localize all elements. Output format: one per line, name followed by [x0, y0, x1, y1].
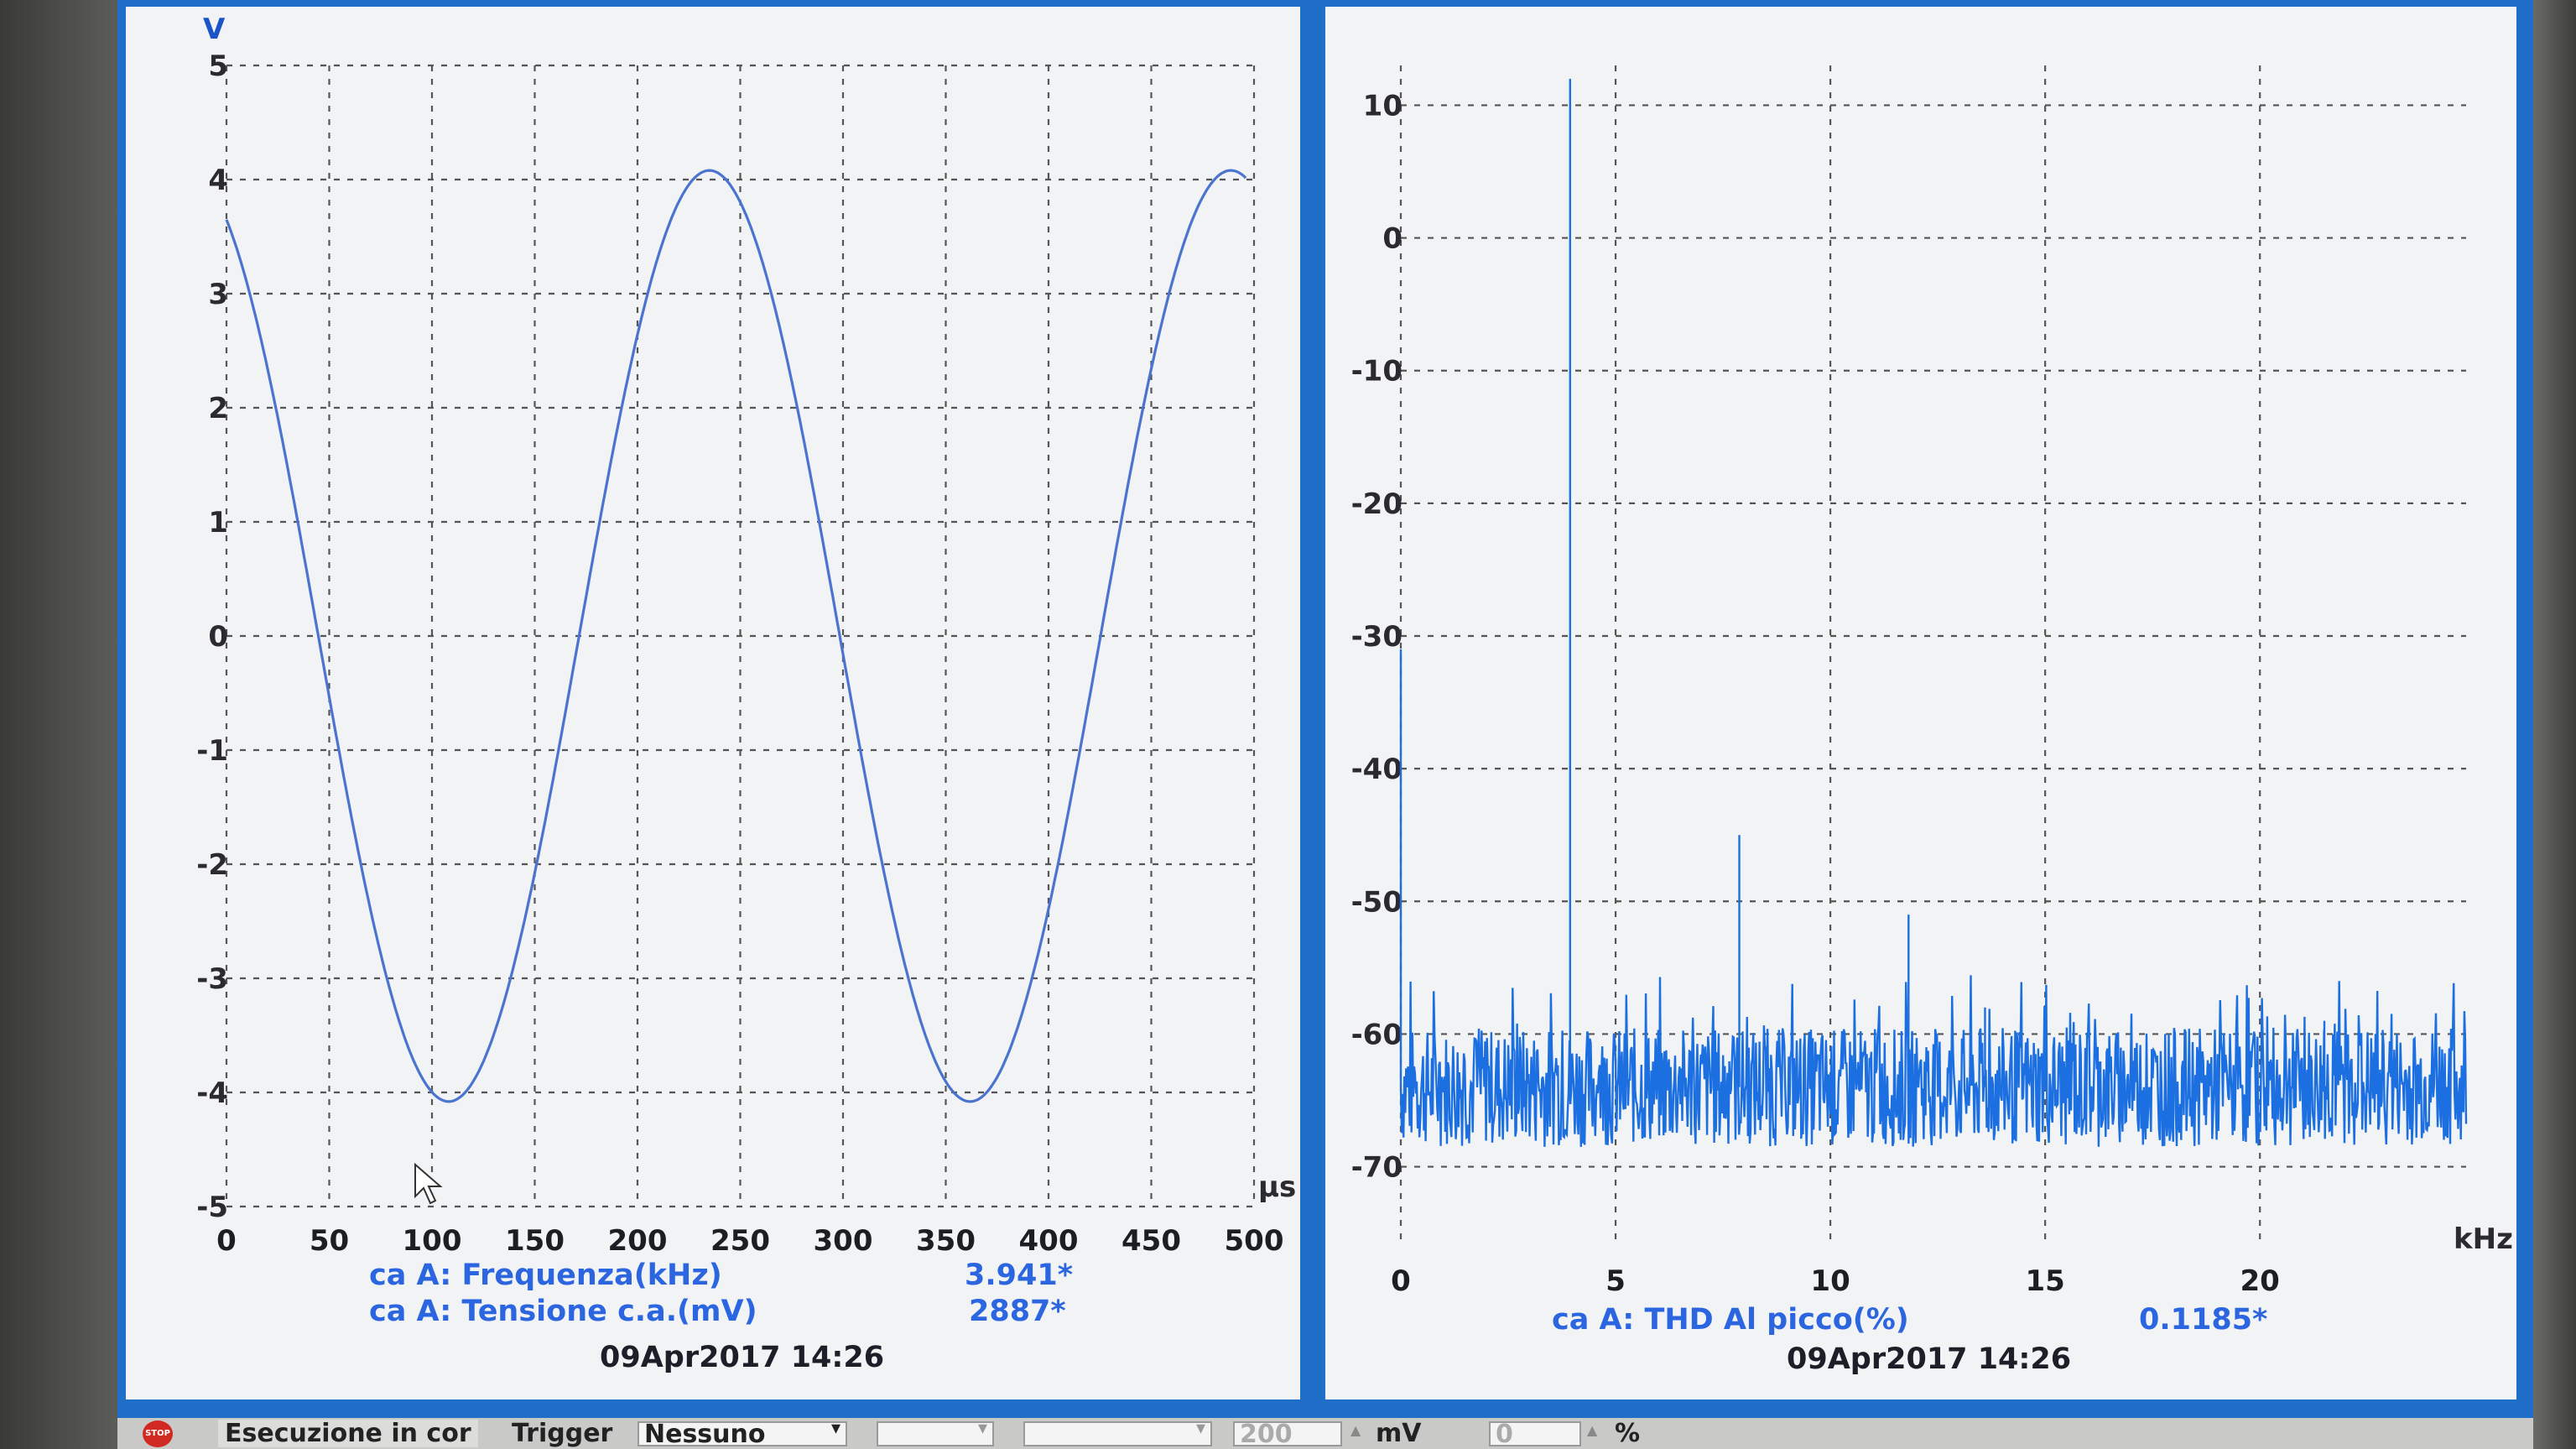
x-tick-label: 5 — [1605, 1264, 1626, 1298]
direction-select[interactable]: ▾ — [1023, 1418, 1212, 1446]
x-unit-label: µs — [1258, 1170, 1296, 1204]
monitor-bezel-left — [0, 0, 117, 1449]
timestamp: 09Apr2017 14:26 — [1787, 1342, 2072, 1376]
y-tick-label: -30 — [1351, 620, 1402, 654]
x-tick-label: 500 — [1225, 1224, 1284, 1258]
measurement-thd-value: 0.1185* — [2139, 1303, 2268, 1337]
percent-stepper-icon[interactable]: ▲ — [1587, 1422, 1598, 1438]
y-unit-label: V — [203, 13, 226, 46]
x-tick-label: 20 — [2240, 1264, 2280, 1298]
stop-label: STOP — [145, 1429, 170, 1438]
spectrum-noise-trace — [1399, 975, 2468, 1147]
level-input-value: 200 — [1240, 1420, 1293, 1449]
measurement-thd-label: ca A: THD Al picco(%) — [1552, 1303, 1909, 1337]
y-tick-label: 0 — [1382, 222, 1402, 256]
trigger-label: Trigger — [512, 1419, 613, 1448]
scope-view: 0 50 100 150 200 250 300 350 400 450 500 5 4 3 2 1 0 -1 -2… — [126, 7, 1300, 1399]
x-tick-label: 15 — [2025, 1264, 2064, 1298]
level-unit: mV — [1376, 1419, 1422, 1448]
monitor-bezel-right — [2533, 0, 2576, 1449]
y-tick-label: -1 — [196, 734, 228, 768]
percent-input-value: 0 — [1496, 1420, 1513, 1449]
x-tick-label: 250 — [710, 1224, 770, 1258]
x-tick-label: 300 — [814, 1224, 873, 1258]
x-tick-label: 0 — [216, 1224, 237, 1258]
channel-select[interactable]: ▾ — [877, 1418, 994, 1446]
level-input[interactable]: 200 — [1233, 1420, 1342, 1449]
x-tick-label: 150 — [505, 1224, 565, 1258]
x-tick-label: 100 — [403, 1224, 462, 1258]
level-stepper-icon[interactable]: ▲ — [1350, 1422, 1361, 1438]
y-tick-label: -20 — [1351, 487, 1402, 521]
x-tick-label: 0 — [1391, 1264, 1411, 1298]
y-tick-label: 4 — [208, 164, 228, 197]
x-tick-label: 350 — [916, 1224, 976, 1258]
x-tick-label: 50 — [310, 1224, 349, 1258]
y-tick-label: -2 — [196, 848, 228, 882]
y-tick-label: 5 — [208, 50, 228, 83]
y-tick-label: -5 — [196, 1191, 228, 1224]
y-tick-label: 2 — [208, 392, 228, 425]
y-tick-label: -4 — [196, 1076, 228, 1110]
measurement-frequency-value: 3.941* — [965, 1259, 1074, 1292]
chevron-down-icon: ▾ — [1195, 1418, 1205, 1439]
x-tick-label: 400 — [1019, 1224, 1079, 1258]
view-divider[interactable] — [1302, 0, 1324, 1418]
chevron-down-icon: ▾ — [830, 1418, 840, 1439]
mouse-cursor-icon — [414, 1162, 443, 1205]
x-unit-label: kHz — [2454, 1222, 2513, 1256]
chevron-down-icon: ▾ — [977, 1418, 987, 1439]
x-tick-label: 450 — [1121, 1224, 1181, 1258]
y-tick-label: -70 — [1351, 1151, 1402, 1185]
y-tick-label: -40 — [1351, 753, 1402, 786]
measurement-voltage-label: ca A: Tensione c.a.(mV) — [369, 1295, 757, 1328]
trigger-select-value: Nessuno — [644, 1420, 766, 1449]
scope-chart: 0 50 100 150 200 250 300 350 400 450 500 5 4 3 2 1 0 -1 -2… — [196, 13, 1296, 1258]
run-state: Esecuzione in cor — [218, 1420, 478, 1447]
stop-icon[interactable]: STOP — [143, 1420, 173, 1447]
timestamp: 09Apr2017 14:26 — [600, 1341, 885, 1374]
x-tick-label: 200 — [608, 1224, 668, 1258]
trigger-select[interactable]: Nessuno ▾ — [637, 1418, 847, 1449]
spectrum-chart: 0 5 10 15 20 10 0 -10 -20 -30 -40 -50 -60 -70 kHz — [1351, 65, 2513, 1298]
measurement-frequency-label: ca A: Frequenza(kHz) — [369, 1259, 722, 1292]
status-bar: STOP Esecuzione in cor Trigger Nessuno ▾… — [117, 1418, 2533, 1449]
y-tick-label: -60 — [1351, 1018, 1402, 1051]
scope-window: 0 50 100 150 200 250 300 350 400 450 500 5 4 3 2 1 0 -1 -2… — [117, 0, 2533, 1449]
measurement-voltage-value: 2887* — [969, 1295, 1066, 1328]
y-tick-label: -3 — [196, 962, 228, 996]
percent-unit: % — [1615, 1419, 1641, 1448]
y-tick-label: 1 — [208, 506, 228, 539]
y-tick-label: 10 — [1363, 89, 1402, 122]
waveform-trace — [225, 169, 1247, 1103]
percent-input[interactable]: 0 — [1489, 1420, 1581, 1449]
y-tick-label: -10 — [1351, 355, 1402, 388]
y-tick-label: 0 — [208, 620, 228, 654]
x-tick-label: 10 — [1810, 1264, 1850, 1298]
spectrum-view: 0 5 10 15 20 10 0 -10 -20 -30 -40 -50 -60 -70 kHz ca A… — [1325, 7, 2516, 1399]
y-tick-label: -50 — [1351, 885, 1402, 919]
y-tick-label: 3 — [208, 278, 228, 311]
